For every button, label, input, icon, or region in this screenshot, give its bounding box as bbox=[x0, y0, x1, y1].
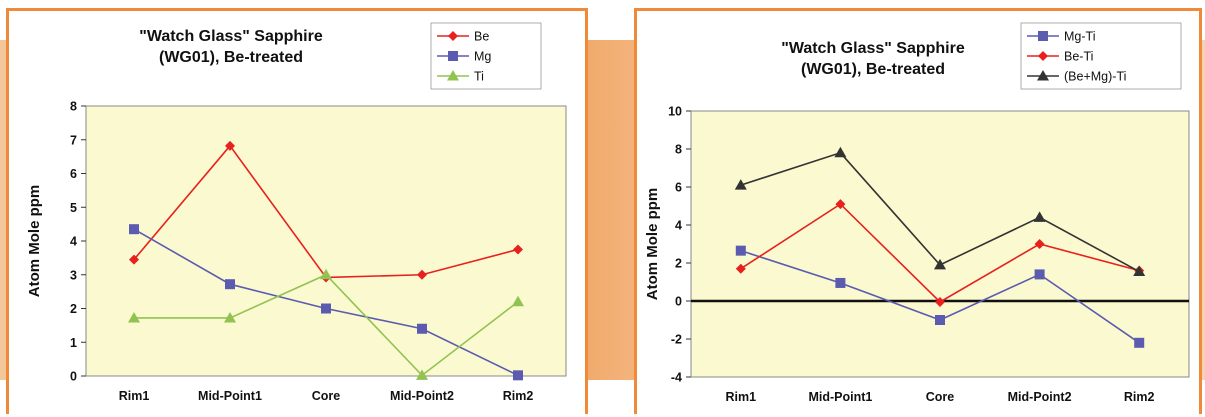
x-tick-label: Rim2 bbox=[503, 389, 534, 403]
data-point-ti bbox=[128, 311, 140, 323]
data-point--be-mg-ti bbox=[1033, 211, 1046, 222]
legend-label: Mg-Ti bbox=[1064, 30, 1095, 44]
legend-swatch-marker bbox=[1037, 70, 1049, 81]
y-tick-label: 1 bbox=[70, 336, 77, 350]
data-point-mg bbox=[225, 279, 235, 290]
data-point-mg-ti bbox=[735, 245, 746, 256]
legend-label: Be bbox=[474, 30, 489, 44]
x-tick-label: Mid-Point1 bbox=[198, 389, 262, 403]
legend-label: Be-Ti bbox=[1064, 50, 1093, 64]
data-point-be-ti bbox=[935, 296, 945, 307]
x-tick-label: Core bbox=[312, 389, 341, 403]
data-point-be-ti bbox=[1034, 239, 1045, 249]
chart-title: "Watch Glass" Sapphire bbox=[139, 28, 323, 45]
data-point--be-mg-ti bbox=[934, 258, 946, 270]
plot-area bbox=[690, 110, 1190, 378]
legend-swatch-marker bbox=[447, 70, 459, 81]
legend-swatch-marker bbox=[448, 31, 458, 41]
data-point-ti bbox=[512, 295, 524, 307]
data-point-mg bbox=[321, 303, 331, 314]
y-tick-label: 2 bbox=[675, 257, 682, 271]
y-tick-label: 4 bbox=[675, 219, 682, 233]
y-tick-label: 8 bbox=[675, 143, 682, 157]
y-axis-label: Atom Mole ppm bbox=[644, 188, 661, 301]
y-tick-label: -4 bbox=[671, 371, 682, 385]
y-tick-label: -2 bbox=[671, 333, 682, 347]
y-tick-label: 6 bbox=[70, 167, 77, 181]
legend-label: Mg bbox=[474, 50, 491, 64]
x-tick-label: Mid-Point2 bbox=[390, 389, 454, 403]
x-tick-label: Rim1 bbox=[726, 390, 757, 404]
y-tick-label: 0 bbox=[70, 370, 77, 384]
chart-title: "Watch Glass" Sapphire bbox=[781, 40, 965, 57]
data-point-mg bbox=[513, 370, 523, 381]
chart-panel-right: "Watch Glass" Sapphire (WG01), Be-treated… bbox=[634, 8, 1202, 414]
chart-subtitle: (WG01), Be-treated bbox=[801, 61, 945, 78]
y-tick-label: 7 bbox=[70, 133, 77, 147]
y-tick-label: 10 bbox=[668, 105, 682, 119]
y-tick-label: 0 bbox=[675, 295, 682, 309]
y-tick-label: 8 bbox=[70, 100, 77, 114]
legend-label: Ti bbox=[474, 70, 484, 84]
x-tick-label: Rim2 bbox=[1124, 390, 1155, 404]
chart-right: "Watch Glass" Sapphire (WG01), Be-treated… bbox=[644, 22, 1190, 404]
y-tick-label: 5 bbox=[70, 201, 77, 215]
data-point-ti bbox=[416, 369, 428, 380]
chart-subtitle: (WG01), Be-treated bbox=[159, 49, 303, 66]
legend-swatch-marker bbox=[1038, 31, 1048, 41]
x-tick-label: Rim1 bbox=[119, 389, 150, 403]
data-point-be-ti bbox=[835, 199, 846, 210]
data-point-mg bbox=[129, 224, 139, 235]
data-point-mg-ti bbox=[1134, 337, 1145, 348]
x-tick-label: Core bbox=[926, 390, 955, 404]
chart-panel-left: "Watch Glass" Sapphire (WG01), Be-treated… bbox=[6, 8, 588, 414]
data-point--be-mg-ti bbox=[734, 179, 747, 190]
y-tick-label: 4 bbox=[70, 235, 77, 249]
data-point-be bbox=[417, 269, 427, 280]
data-point-ti bbox=[320, 268, 332, 280]
data-point-be bbox=[225, 140, 235, 151]
y-tick-label: 2 bbox=[70, 302, 77, 316]
data-point--be-mg-ti bbox=[834, 146, 847, 158]
x-tick-label: Mid-Point2 bbox=[1008, 390, 1072, 404]
data-point-mg bbox=[417, 323, 427, 334]
data-point-be bbox=[129, 254, 139, 265]
y-axis-label: Atom Mole ppm bbox=[26, 185, 43, 298]
legend-swatch-marker bbox=[448, 51, 458, 61]
legend-label: (Be+Mg)-Ti bbox=[1064, 70, 1126, 84]
chart-left: "Watch Glass" Sapphire (WG01), Be-treated… bbox=[26, 22, 567, 403]
data-point-mg-ti bbox=[1034, 269, 1045, 280]
data-point-be-ti bbox=[735, 263, 746, 274]
data-point-ti bbox=[224, 311, 236, 323]
data-point-be bbox=[513, 244, 523, 255]
data-point-mg-ti bbox=[935, 315, 945, 325]
legend-swatch-marker bbox=[1038, 51, 1048, 61]
y-tick-label: 3 bbox=[70, 268, 77, 282]
data-point--be-mg-ti bbox=[1133, 265, 1146, 277]
x-tick-label: Mid-Point1 bbox=[808, 390, 872, 404]
plot-area bbox=[85, 105, 567, 377]
y-tick-label: 6 bbox=[675, 181, 682, 195]
data-point-mg-ti bbox=[835, 277, 846, 288]
